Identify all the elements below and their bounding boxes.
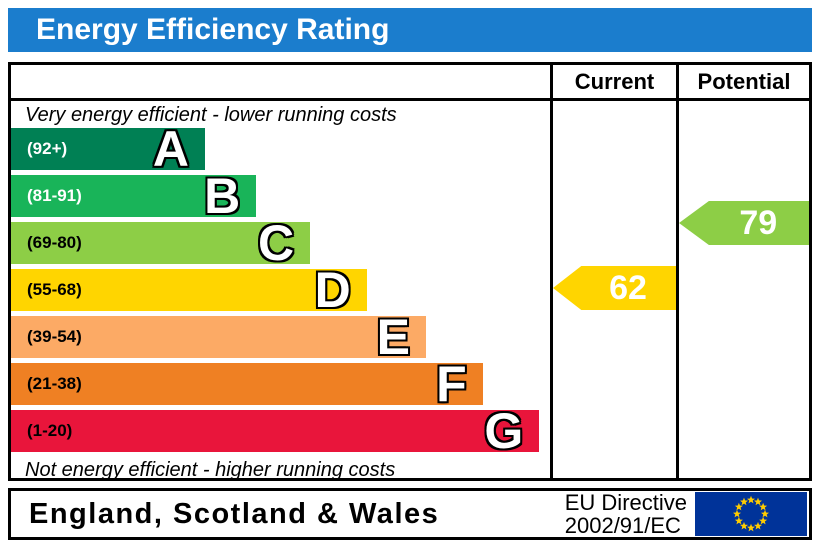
eu-directive-line1: EU Directive xyxy=(564,489,687,515)
band-row-d: (55-68) D xyxy=(11,262,367,318)
top-caption: Very energy efficient - lower running co… xyxy=(25,103,397,126)
band-range-b: (81-91) xyxy=(27,186,82,205)
header-potential-label: Potential xyxy=(697,68,791,94)
rating-table: Current Potential Very energy efficient … xyxy=(8,62,812,481)
band-range-g: (1-20) xyxy=(27,421,73,440)
header-potential: Potential xyxy=(676,65,809,101)
potential-rating-value: 79 xyxy=(739,203,778,242)
potential-rating-arrow: 79 xyxy=(679,201,809,245)
band-range-a: (92+) xyxy=(27,139,68,158)
band-letter-a: A xyxy=(152,121,190,177)
band-row-b: (81-91) B xyxy=(11,168,257,224)
eu-directive-label: EU Directive 2002/91/EC xyxy=(565,491,687,537)
band-row-a: (92+) A xyxy=(11,121,206,177)
current-column: 62 xyxy=(550,101,676,478)
band-letter-c: C xyxy=(258,215,295,271)
bottom-caption: Not energy efficient - higher running co… xyxy=(25,458,396,479)
band-row-c: (69-80) C xyxy=(11,215,311,271)
band-letter-f: F xyxy=(436,356,467,412)
band-range-d: (55-68) xyxy=(27,280,82,299)
header-current: Current xyxy=(550,65,676,101)
band-range-e: (39-54) xyxy=(27,327,82,346)
eu-flag-icon xyxy=(695,492,807,536)
header-blank-cell xyxy=(11,65,550,101)
band-letter-e: E xyxy=(376,309,411,365)
band-letter-g: G xyxy=(484,403,524,459)
band-range-c: (69-80) xyxy=(27,233,82,252)
band-range-f: (21-38) xyxy=(27,374,82,393)
band-row-g: (1-20) G xyxy=(11,403,540,459)
footer: England, Scotland & Wales EU Directive 2… xyxy=(8,488,812,540)
region-label: England, Scotland & Wales xyxy=(29,497,440,530)
page-title: Energy Efficiency Rating xyxy=(36,13,390,46)
current-rating-value: 62 xyxy=(609,268,647,307)
band-row-e: (39-54) E xyxy=(11,309,427,365)
band-chart: Very energy efficient - lower running co… xyxy=(11,101,550,478)
title-bar: Energy Efficiency Rating xyxy=(8,8,812,52)
band-letter-b: B xyxy=(204,168,241,224)
band-letter-d: D xyxy=(314,262,351,318)
eu-directive-line2: 2002/91/EC xyxy=(564,513,681,538)
current-rating-arrow: 62 xyxy=(553,266,676,310)
potential-column: 79 xyxy=(676,101,809,478)
header-current-label: Current xyxy=(574,68,655,94)
band-row-f: (21-38) F xyxy=(11,356,483,412)
